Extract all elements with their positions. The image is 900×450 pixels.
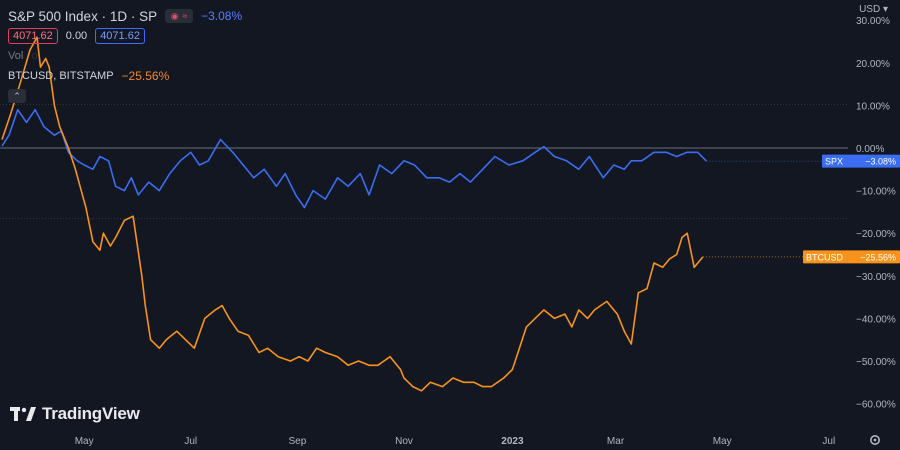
x-tick-label: Jul xyxy=(184,436,197,447)
eye-hidden-icon[interactable]: ◌ xyxy=(31,50,38,62)
x-tick-label: Nov xyxy=(395,436,413,447)
end-label-value: −25.56% xyxy=(860,252,896,262)
y-tick-label: −50.00% xyxy=(856,357,896,368)
end-label-name: SPX xyxy=(825,157,843,167)
chart-legend: S&P 500 Index · 1D · SP ◉ ≈ −3.08% 4071.6… xyxy=(8,6,242,106)
sell-price[interactable]: 4071.62 xyxy=(8,28,58,44)
x-axis: May Jul Sep Nov 2023 Mar May Jul xyxy=(75,436,835,447)
y-tick-label: −60.00% xyxy=(856,400,896,411)
series-line-spx xyxy=(1,108,707,209)
series-end-labels: SPX −3.08% BTCUSD −25.56% xyxy=(702,154,900,264)
buy-price[interactable]: 4071.62 xyxy=(95,28,145,44)
settings-gear-icon[interactable] xyxy=(869,434,880,445)
main-change: −3.08% xyxy=(201,9,243,23)
y-tick-label: 10.00% xyxy=(856,101,890,112)
y-tick-label: 20.00% xyxy=(856,59,890,70)
compare-symbol[interactable]: BTCUSD, BITSTAMP xyxy=(8,70,114,82)
x-tick-label: Sep xyxy=(289,436,307,447)
chevron-down-icon: ▾ xyxy=(882,4,888,15)
reference-lines xyxy=(0,104,848,220)
x-tick-label: Jul xyxy=(822,436,835,447)
end-label-name: BTCUSD xyxy=(806,252,844,262)
x-tick-label: May xyxy=(713,436,732,447)
watermark-text: TradingView xyxy=(42,404,140,423)
end-label-box xyxy=(822,154,900,168)
collapse-chevron-icon[interactable]: ⌃ xyxy=(8,89,26,103)
y-tick-label: −30.00% xyxy=(856,272,896,283)
symbol-title[interactable]: S&P 500 Index · 1D · SP xyxy=(8,8,158,24)
compare-change: −25.56% xyxy=(121,69,170,83)
y-tick-label: −20.00% xyxy=(856,229,896,240)
series-lines xyxy=(1,36,707,392)
y-tick-label: 0.00% xyxy=(856,144,884,155)
tradingview-logo-icon xyxy=(10,407,36,421)
y-tick-label: −10.00% xyxy=(856,187,896,198)
tradingview-logo: TradingView xyxy=(10,404,140,424)
volume-label: Vol xyxy=(8,50,24,62)
y-tick-label: 30.00% xyxy=(856,16,890,27)
currency-label: USD xyxy=(859,4,881,15)
end-label-value: −3.08% xyxy=(865,157,896,167)
x-tick-label: Mar xyxy=(607,436,625,447)
visibility-toggle-icon[interactable]: ◉ ≈ xyxy=(165,9,194,23)
series-line-btcusd xyxy=(1,36,704,392)
price-spread: 0.00 xyxy=(65,30,88,42)
currency-selector[interactable]: USD ▾ xyxy=(859,4,888,15)
x-tick-label: 2023 xyxy=(501,436,524,447)
x-tick-label: May xyxy=(75,436,94,447)
y-axis: 30.00% 20.00% 10.00% 0.00% −10.00% −20.00% −30… xyxy=(856,16,896,410)
end-label-box xyxy=(803,250,900,264)
y-tick-label: −40.00% xyxy=(856,314,896,325)
